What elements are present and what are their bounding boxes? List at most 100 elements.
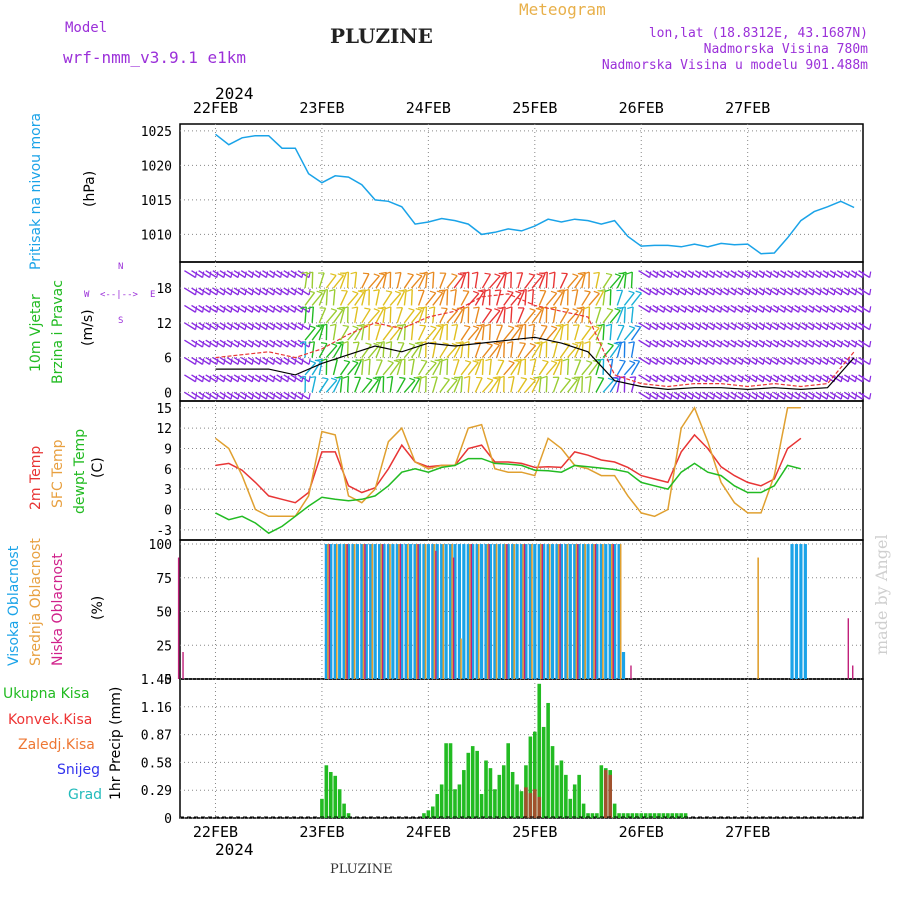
wind-barb (645, 322, 658, 331)
wind-barb-flag (562, 323, 569, 327)
wind-barb-flag (535, 375, 542, 379)
cloud-mid-bar (593, 544, 595, 679)
precip-total-bar (635, 813, 639, 818)
wind-barb (851, 287, 863, 296)
wind-barb (630, 360, 641, 376)
wind-barb-flag (656, 393, 659, 400)
wind-barb-flag (308, 375, 311, 382)
wind-barb (716, 391, 729, 400)
wind-barb (184, 304, 196, 313)
t2m-line (215, 433, 802, 504)
wind-barb-flag (656, 306, 659, 313)
wind-barb (538, 272, 546, 289)
y-tick-label: 15 (156, 402, 172, 417)
wind-barb (815, 304, 828, 313)
wind-barb (780, 339, 792, 348)
wind-barb-flag (287, 288, 290, 295)
wind-barb-flag (194, 271, 198, 278)
wind-barb-flag (230, 393, 233, 400)
wind-barb-flag (613, 342, 620, 346)
wind-barb-flag (720, 323, 723, 330)
precip-total-bar (541, 726, 546, 818)
precip-total-bar (439, 784, 444, 818)
wind-barb-flag (861, 271, 865, 278)
grid-lines (180, 124, 863, 819)
wind-barb (702, 356, 714, 365)
wind-barb-flag (420, 341, 427, 345)
wind-barb-flag (585, 375, 592, 379)
y-tick-label: 0 (164, 673, 172, 688)
wind-barb (524, 289, 527, 306)
cloud-high-bar (351, 544, 355, 679)
wind-barb-flag (663, 323, 666, 330)
wind-barb (851, 322, 863, 331)
wind-barb-flag (833, 306, 836, 313)
wind-barb-flag (265, 306, 269, 313)
wind-barb (559, 308, 570, 324)
wind-barb-flag (265, 288, 269, 295)
wind-barb-flag (854, 306, 858, 313)
wind-barb (432, 326, 443, 341)
wind-barb (709, 339, 721, 348)
wind-barb-flag (670, 306, 673, 313)
wind-barb-flag (597, 358, 604, 362)
cloud-high-bar (803, 544, 807, 679)
wind-barb-flag (287, 358, 290, 365)
wind-barb-flag (441, 288, 448, 292)
wind-barb-flag (393, 359, 400, 363)
wind-barb-flag (429, 341, 436, 344)
wind-barb (339, 272, 347, 289)
wind-barb-flag (258, 306, 262, 313)
wind-barb (453, 377, 461, 393)
wind-barb (801, 270, 814, 279)
wind-barb (737, 322, 750, 331)
cloud-mid-bar (336, 544, 338, 679)
wind-barb (219, 391, 232, 400)
wind-barb-flag (819, 288, 822, 295)
wind-barb (744, 304, 757, 313)
y-tick-label: 25 (156, 639, 172, 654)
wind-barb (425, 327, 437, 341)
wind-barb (659, 304, 672, 313)
wind-barb-flag (237, 323, 240, 330)
wind-barb-flag (379, 306, 386, 309)
cloud-mid-bar (584, 544, 586, 679)
wind-barb (240, 374, 253, 383)
wind-barb (836, 339, 849, 348)
wind-barb (694, 374, 707, 383)
wind-barb-flag (833, 288, 836, 295)
wind-barb-flag (244, 358, 247, 365)
wind-barb (212, 391, 225, 400)
wind-barb-flag (720, 306, 723, 313)
wind-barb (247, 270, 260, 279)
wind-barb (290, 339, 303, 348)
y-tick-label: 1015 (141, 194, 172, 209)
wind-barb (559, 344, 571, 358)
precip-total-bar (661, 813, 666, 818)
y-tick-label: -3 (156, 524, 172, 539)
wind-barb (198, 374, 211, 383)
wind-barb (808, 339, 821, 348)
wind-barb-flag (307, 306, 314, 310)
wind-barb-flag (712, 306, 716, 313)
wind-barb (694, 322, 707, 331)
wind-barb-flag (762, 271, 765, 278)
wind-barb (205, 322, 218, 331)
y-tick-label: 1025 (141, 125, 172, 140)
wind-barb (716, 322, 729, 331)
wind-barb-flag (287, 271, 290, 278)
wind-barb (844, 287, 856, 296)
wind-barb-flag (840, 393, 843, 400)
wind-barb-flag (320, 358, 327, 362)
wind-barb (836, 322, 849, 331)
wind-barb (595, 359, 602, 376)
wind-barb (191, 374, 203, 383)
cloud-mid-bar (380, 544, 382, 679)
wind-barb-flag (451, 377, 458, 381)
wind-barb (361, 379, 373, 393)
wind-barb-flag (209, 323, 212, 330)
wind-barb (439, 324, 445, 341)
wind-barb-flag (812, 393, 815, 400)
wind-barb (290, 304, 303, 313)
wind-barb-flag (798, 288, 801, 295)
